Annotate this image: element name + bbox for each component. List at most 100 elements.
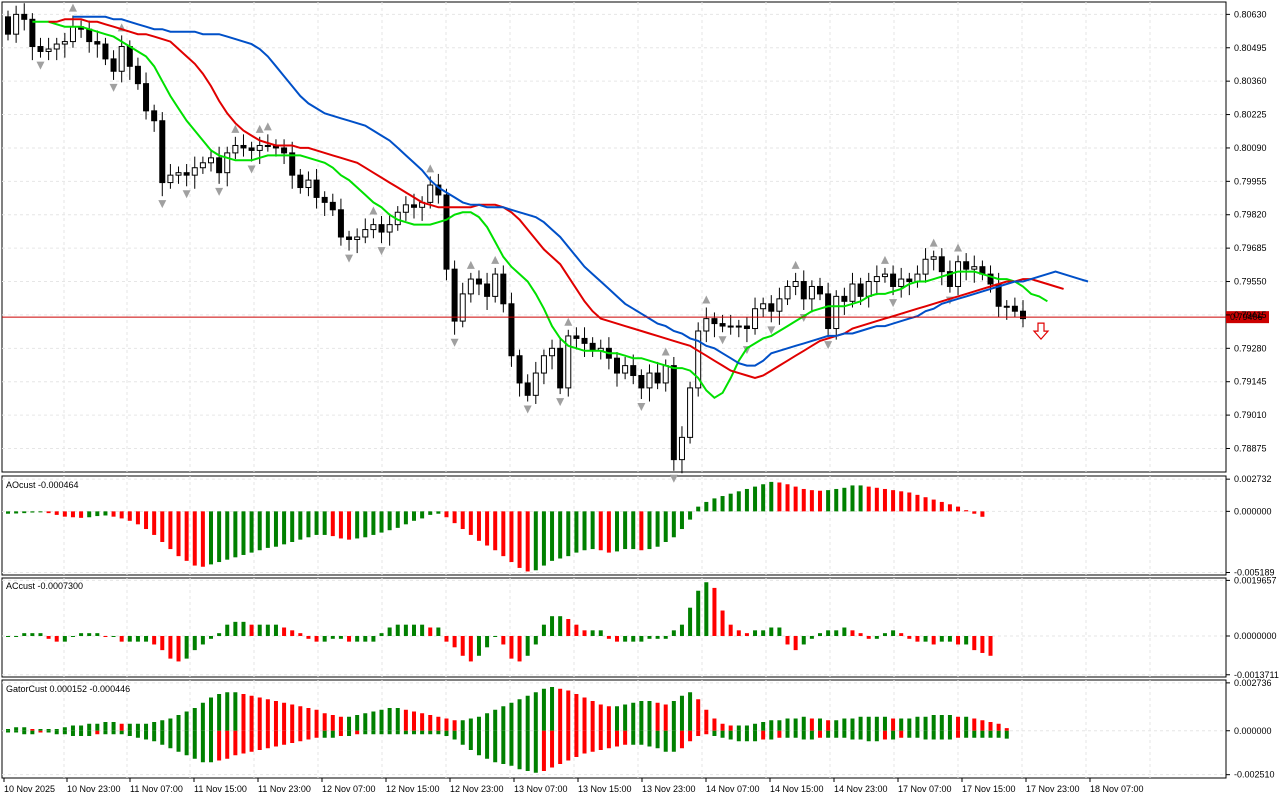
histogram-bar xyxy=(809,490,814,512)
chart-grid xyxy=(2,2,1226,778)
histogram-bar xyxy=(558,511,563,559)
fractal-down-icon xyxy=(767,326,776,335)
histogram-bar xyxy=(444,511,449,518)
histogram-bar xyxy=(338,635,343,639)
histogram-bar xyxy=(615,511,619,552)
histogram-bar xyxy=(834,488,839,512)
gator-lower-bar xyxy=(306,730,311,740)
price-tick-label: 0.80360 xyxy=(1234,76,1267,86)
current-price-tag: 0.79406 xyxy=(1226,311,1269,324)
histogram-bar xyxy=(168,635,173,659)
candle-body xyxy=(362,229,369,238)
candle-body xyxy=(199,162,206,169)
fractal-down-icon xyxy=(215,187,224,196)
histogram-bar xyxy=(347,511,352,540)
histogram-bar xyxy=(395,511,400,528)
histogram-bar xyxy=(574,624,579,636)
price-tick-label: 0.80225 xyxy=(1234,110,1267,120)
indicator-tick-label: -0.002510 xyxy=(1234,770,1275,780)
candle-body xyxy=(532,372,539,396)
gator-upper-bar xyxy=(62,727,67,731)
fractal-up-icon xyxy=(791,260,800,269)
ao-indicator-panel[interactable]: AOcust -0.000464 xyxy=(6,480,985,572)
gator-upper-bar xyxy=(655,702,660,731)
gator-upper-bar xyxy=(152,722,157,731)
gator-upper-bar xyxy=(420,713,425,731)
histogram-bar xyxy=(476,635,481,656)
gator-lower-bar xyxy=(452,730,457,740)
histogram-bar xyxy=(192,635,197,651)
gator-upper-bar xyxy=(736,725,741,731)
gator-upper-bar xyxy=(347,716,352,731)
gator-lower-bar xyxy=(842,730,847,738)
fractal-down-icon xyxy=(36,61,45,70)
candle-body xyxy=(841,295,848,302)
gator-lower-bar xyxy=(241,730,246,754)
histogram-bar xyxy=(62,511,67,517)
time-tick-label: 18 Nov 07:00 xyxy=(1090,784,1144,794)
price-panel[interactable]: 0.79406 xyxy=(2,3,1269,483)
histogram-bar xyxy=(273,624,278,636)
histogram-bar xyxy=(403,511,408,525)
histogram-bar xyxy=(566,511,571,557)
gator-upper-bar xyxy=(485,713,490,731)
ac-indicator-panel[interactable]: ACcust -0.0007300 xyxy=(6,581,993,662)
gator-lower-bar xyxy=(972,730,977,738)
gator-lower-bar xyxy=(62,730,67,735)
gator-lower-bar xyxy=(176,730,181,752)
histogram-bar xyxy=(850,630,855,636)
candle-body xyxy=(906,278,913,283)
gator-upper-bar xyxy=(403,709,408,731)
histogram-bar xyxy=(6,511,10,514)
histogram-bar xyxy=(395,624,400,636)
histogram-bar xyxy=(923,497,928,512)
gator-upper-bar xyxy=(598,704,603,731)
candle-body xyxy=(216,157,223,174)
fractal-up-icon xyxy=(369,206,378,215)
candle-body xyxy=(321,196,328,203)
histogram-bar xyxy=(866,486,871,512)
histogram-bar xyxy=(444,635,449,642)
gator-lower-bar xyxy=(590,730,595,752)
gator-lower-bar xyxy=(152,730,157,742)
histogram-bar xyxy=(550,616,555,636)
price-tick-label: 0.79145 xyxy=(1234,377,1267,387)
gator-lower-bar xyxy=(38,730,43,733)
histogram-bar xyxy=(501,511,506,557)
histogram-bar xyxy=(972,511,977,514)
price-tick-label: 0.79550 xyxy=(1234,277,1267,287)
price-tick-label: 0.79415 xyxy=(1234,310,1267,320)
histogram-bar xyxy=(225,511,230,560)
gator-lower-bar xyxy=(720,730,725,738)
gator-upper-bar xyxy=(298,706,303,731)
candle-body xyxy=(614,357,620,374)
candle-body xyxy=(143,83,150,112)
gator-lower-bar xyxy=(249,730,254,752)
histogram-bar xyxy=(241,621,246,636)
candle-body xyxy=(776,298,783,312)
histogram-bar xyxy=(485,635,490,648)
candle-body xyxy=(581,337,588,344)
histogram-bar xyxy=(558,616,563,636)
time-axis: 10 Nov 2025 10 Nov 23:00 11 Nov 07:00 11 No… xyxy=(3,778,1144,794)
histogram-bar xyxy=(931,499,936,512)
gator-upper-bar xyxy=(818,718,822,731)
gator-upper-bar xyxy=(371,711,376,731)
time-tick-label: 10 Nov 23:00 xyxy=(67,784,121,794)
histogram-bar xyxy=(436,511,441,514)
candle-body xyxy=(670,365,677,461)
time-tick-label: 11 Nov 07:00 xyxy=(130,784,183,794)
candle-body xyxy=(126,46,133,67)
gator-lower-bar xyxy=(209,730,213,763)
histogram-bar xyxy=(655,511,660,547)
candle-body xyxy=(21,13,28,20)
histogram-bar xyxy=(720,610,725,636)
gator-upper-bar xyxy=(964,716,969,731)
histogram-bar xyxy=(379,633,384,636)
candle-body xyxy=(914,273,921,283)
gator-upper-bar xyxy=(363,713,368,731)
gator-indicator-panel[interactable]: GatorCust 0.000152 -0.000446 xyxy=(6,684,1009,773)
gator-lower-bar xyxy=(1004,730,1009,739)
gator-upper-bar xyxy=(119,723,124,731)
